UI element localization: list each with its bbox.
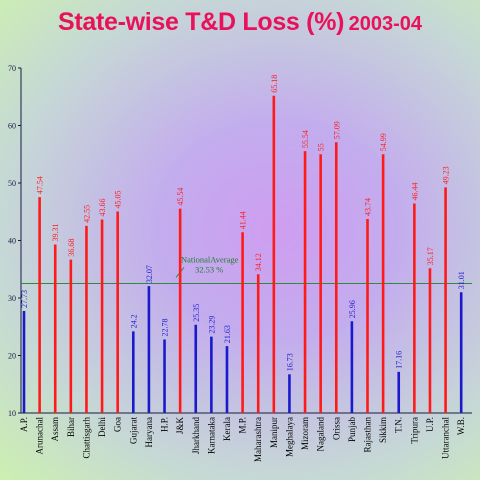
y-tick-label: 30 — [8, 294, 16, 303]
chart-title-year: 2003-04 — [348, 13, 423, 35]
x-tick-label: J&K — [175, 417, 185, 435]
x-tick-label: Punjab — [347, 417, 357, 443]
chart-title-main: State-wise T&D Loss (%) — [57, 8, 345, 36]
bar-value-label: 32.07 — [145, 265, 154, 283]
x-tick-label: Goa — [113, 417, 123, 432]
national-average-label: NationalAverage — [181, 254, 239, 264]
bar-value-label: 57.09 — [332, 121, 341, 139]
bar-value-label: 27.73 — [20, 290, 29, 308]
y-tick-label: 50 — [8, 179, 16, 188]
x-tick-label: H.P. — [160, 417, 170, 432]
bar-value-label: 49.23 — [442, 166, 451, 184]
x-tick-label: Manipur — [269, 417, 279, 448]
x-tick-label: M.P. — [238, 417, 248, 434]
x-tick-label: T.N. — [394, 417, 404, 433]
bar-value-label: 47.54 — [36, 176, 45, 194]
x-tick-label: Arunachal — [35, 417, 45, 455]
bar-value-label: 16.73 — [285, 353, 294, 371]
x-tick-label: Sikkim — [378, 417, 388, 443]
bar-value-label: 45.54 — [176, 188, 185, 206]
bar-value-label: 25.96 — [348, 300, 357, 318]
chart-title: State-wise T&D Loss (%) 2003-04 — [0, 8, 480, 37]
x-tick-label: Gujarat — [128, 417, 138, 444]
x-tick-label: Delhi — [97, 417, 107, 437]
x-tick-label: Nagaland — [316, 417, 326, 452]
bar-value-label: 36.68 — [67, 239, 76, 257]
y-tick-label: 60 — [8, 122, 16, 131]
bar-value-label: 55.54 — [301, 130, 310, 148]
bar-value-label: 55 — [317, 143, 326, 151]
bar-value-label: 17.16 — [395, 351, 404, 369]
x-tick-label: A.P. — [19, 417, 29, 432]
x-tick-label: Chattisgarh — [81, 417, 91, 459]
bar-value-label: 54.99 — [379, 133, 388, 151]
x-tick-label: Orissa — [331, 417, 341, 440]
x-tick-label: Meghalaya — [284, 417, 294, 457]
y-tick-label: 70 — [8, 64, 16, 73]
x-tick-label: W.B. — [456, 417, 466, 435]
bar-value-label: 46.44 — [410, 182, 419, 200]
x-tick-label: Assam — [50, 417, 60, 442]
x-tick-label: Tripura — [409, 417, 419, 444]
national-average-value: 32.53 % — [195, 264, 223, 274]
bar-value-label: 39.31 — [51, 223, 60, 241]
bar-value-label: 34.12 — [254, 253, 263, 271]
bar-value-label: 24.2 — [129, 314, 138, 328]
bar-value-label: 21.63 — [223, 325, 232, 343]
bar-value-label: 65.18 — [270, 75, 279, 93]
x-tick-label: Mizoram — [300, 417, 310, 450]
bar-value-label: 22.78 — [161, 319, 170, 337]
x-tick-label: Maharashtra — [253, 417, 263, 462]
bar-value-label: 35.17 — [426, 247, 435, 265]
x-tick-label: Karnataka — [206, 417, 216, 454]
bar-value-label: 42.55 — [82, 205, 91, 223]
bar-value-label: 45.05 — [114, 190, 123, 208]
x-tick-label: Haryana — [144, 417, 154, 447]
x-tick-label: Rajasthan — [363, 417, 373, 453]
y-tick-label: 10 — [8, 409, 16, 418]
bar-value-label: 25.35 — [192, 304, 201, 322]
y-tick-label: 40 — [8, 237, 16, 246]
x-tick-label: Uttaranchal — [441, 417, 451, 459]
x-tick-label: U.P. — [425, 417, 435, 432]
bar-value-label: 43.74 — [364, 198, 373, 216]
bar-value-label: 43.66 — [98, 198, 107, 216]
bar-value-label: 23.29 — [207, 316, 216, 334]
y-tick-label: 20 — [8, 352, 16, 361]
bar-value-label: 31.01 — [457, 271, 466, 289]
bar-value-label: 41.44 — [239, 211, 248, 229]
x-tick-label: Kerala — [222, 417, 232, 441]
x-tick-label: Bihar — [66, 417, 76, 437]
x-tick-label: Jharkhand — [191, 417, 201, 454]
